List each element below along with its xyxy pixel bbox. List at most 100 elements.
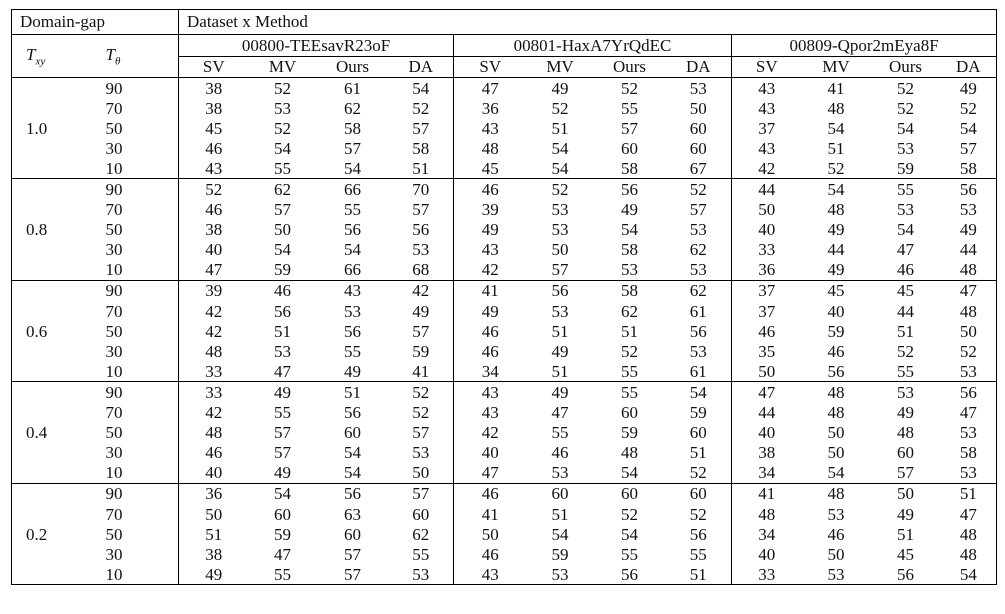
score-cell: 57	[551, 260, 569, 280]
score-cell: 59	[274, 260, 292, 280]
score-cell: 41	[412, 361, 430, 381]
score-cell: 47	[731, 381, 802, 403]
score-cell: 50	[453, 524, 527, 545]
table-row: 0.4 90 33 49 51 52 43 49 55 54 47 48 53 56	[11, 381, 997, 484]
score-cell: 58	[344, 118, 362, 138]
score-cell: 53	[551, 220, 569, 240]
score-cell: 42	[178, 321, 249, 342]
score-cell: 53	[412, 564, 430, 584]
score-cell: 37	[731, 301, 802, 322]
score-cell: 50	[274, 220, 292, 240]
score-cell: 38	[731, 442, 802, 463]
score-cell: 46	[453, 178, 527, 200]
score-cell: 54	[897, 220, 915, 240]
score-cell: 39	[178, 279, 249, 302]
score-cell: 42	[388, 279, 454, 302]
score-cell: 38	[178, 98, 249, 119]
score-cell: 53	[551, 200, 569, 220]
score-cell: 56	[827, 361, 845, 381]
score-cell: 48	[621, 443, 639, 463]
score-cell: 46	[731, 321, 802, 342]
score-cell: 53	[897, 138, 915, 158]
score-cell: 34	[453, 361, 527, 382]
table-row: 0.2 90 36 54 56 57 46 60 60 60 41 48 50 51	[11, 482, 997, 585]
score-cell: 52	[870, 77, 941, 99]
score-cell: 56	[344, 220, 362, 240]
table-row: 10 40 49 54 50 47 53 54 52 34 54 57 53	[12, 462, 997, 484]
score-cell: 51	[689, 443, 707, 463]
ttheta-value: 30	[105, 240, 123, 260]
score-cell: 43	[731, 98, 802, 119]
score-cell: 60	[274, 504, 292, 524]
score-cell: 36	[178, 482, 249, 504]
score-cell: 43	[453, 239, 527, 260]
score-cell: 49	[412, 301, 430, 321]
score-cell: 55	[274, 564, 292, 584]
score-cell: 59	[827, 321, 845, 341]
score-cell: 40	[827, 301, 845, 321]
score-cell: 57	[388, 482, 454, 504]
score-cell: 56	[274, 301, 292, 321]
score-cell: 53	[412, 443, 430, 463]
score-cell: 60	[665, 482, 732, 504]
score-cell: 40	[731, 422, 802, 443]
ttheta-value: 30	[105, 544, 123, 564]
score-cell: 68	[412, 260, 430, 280]
method-header: Ours	[316, 56, 389, 78]
score-cell: 49	[248, 381, 317, 403]
score-cell: 47	[178, 259, 249, 281]
score-cell: 52	[248, 77, 317, 99]
score-cell: 52	[959, 98, 977, 118]
ttheta-value: 50	[105, 118, 123, 138]
table-row: 70 38 53 62 52 36 52 55 50 43 48 52 52	[12, 98, 997, 119]
ttheta-header: Tθ	[105, 44, 121, 68]
score-cell: 60	[621, 403, 639, 423]
table-row: 30 40 54 54 53 43 50 58 62 33 44 47 44	[12, 239, 997, 260]
score-cell: 46	[827, 524, 845, 544]
score-cell: 52	[897, 98, 915, 118]
score-cell: 54	[344, 158, 362, 178]
score-cell: 55	[412, 544, 430, 564]
score-cell: 59	[274, 524, 292, 544]
score-cell: 53	[551, 463, 569, 483]
score-cell: 41	[731, 482, 802, 504]
table-row: 50 48 57 60 57 42 55 59 60 40 50 48 53	[12, 422, 997, 443]
score-cell: 53	[689, 220, 707, 240]
score-cell: 48	[959, 301, 977, 321]
score-cell: 54	[621, 220, 639, 240]
score-cell: 55	[621, 98, 639, 118]
score-cell: 54	[551, 524, 569, 544]
score-cell: 62	[412, 524, 430, 544]
ttheta-value: 90	[97, 381, 179, 403]
score-cell: 60	[593, 482, 666, 504]
score-cell: 56	[940, 178, 997, 200]
score-cell: 42	[178, 402, 249, 423]
score-cell: 61	[316, 77, 389, 99]
table-row: 50 45 52 58 57 43 51 57 60 37 54 54 54	[12, 118, 997, 139]
score-cell: 48	[731, 503, 802, 525]
score-cell: 33	[731, 239, 802, 260]
method-header: Ours	[870, 56, 941, 78]
txy-value: 1.0	[11, 76, 98, 179]
method-header: SV	[453, 56, 527, 78]
table-row: 10 33 47 49 41 34 51 55 61 50 56 55 53	[12, 361, 997, 382]
score-cell: 55	[621, 361, 639, 381]
score-cell: 44	[827, 240, 845, 260]
score-cell: 56	[593, 178, 666, 200]
score-cell: 47	[453, 462, 527, 484]
score-cell: 56	[621, 564, 639, 584]
score-cell: 49	[526, 77, 594, 99]
score-cell: 51	[551, 504, 569, 524]
score-cell: 47	[959, 504, 977, 524]
score-cell: 60	[412, 504, 430, 524]
score-cell: 53	[689, 260, 707, 280]
score-cell: 48	[827, 98, 845, 118]
score-cell: 38	[178, 544, 249, 565]
score-cell: 50	[412, 463, 430, 483]
table-row: 50 38 50 56 56 49 53 54 53 40 49 54 49	[12, 219, 997, 240]
score-cell: 48	[801, 482, 871, 504]
score-cell: 46	[453, 321, 527, 342]
score-cell: 49	[551, 341, 569, 361]
ttheta-value: 90	[97, 77, 179, 99]
score-cell: 59	[689, 403, 707, 423]
